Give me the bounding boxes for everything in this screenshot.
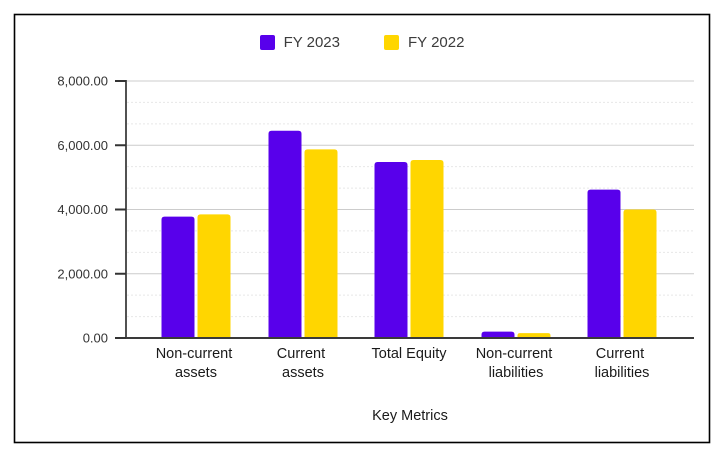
legend-item-fy-2023: FY 2023 bbox=[259, 34, 340, 51]
y-axis-labels: 0.00 2,000.00 4,000.00 6,000.00 8,000.00 bbox=[57, 74, 108, 346]
bar-fy-2023-current-assets bbox=[268, 130, 302, 338]
bar-fy-2023-total-equity bbox=[374, 161, 408, 338]
y-tick-label-0: 0.00 bbox=[83, 331, 108, 346]
y-tick-label-4000: 4,000.00 bbox=[57, 202, 108, 217]
bar-fy-2022-total-equity bbox=[410, 160, 444, 338]
chart-legend: FY 2023 FY 2022 bbox=[0, 35, 724, 50]
x-axis-title: Key Metrics bbox=[372, 408, 448, 424]
category-label-current-assets: Current assets bbox=[277, 346, 329, 381]
category-label-total-equity: Total Equity bbox=[372, 346, 448, 362]
y-tick-label-6000: 6,000.00 bbox=[57, 138, 108, 153]
legend-item-fy-2022: FY 2022 bbox=[384, 35, 464, 50]
legend-swatch-fy-2022 bbox=[384, 35, 399, 50]
category-label-non-current-assets: Non-current assets bbox=[156, 346, 237, 381]
legend-swatch-fy-2023 bbox=[259, 35, 275, 50]
legend-label-fy-2023: FY 2023 bbox=[283, 34, 340, 51]
bar-fy-2023-current-liabilities bbox=[587, 189, 621, 338]
chart-frame-border bbox=[13, 13, 711, 444]
axes bbox=[115, 80, 694, 339]
bar-fy-2023-non-current-liabilities bbox=[481, 331, 515, 338]
bars bbox=[161, 130, 657, 338]
bar-fy-2022-non-current-liabilities bbox=[517, 333, 551, 338]
bar-fy-2023-non-current-assets bbox=[161, 216, 195, 338]
x-axis-category-labels: Non-current assets Current assets Total … bbox=[156, 346, 650, 381]
bar-fy-2022-non-current-assets bbox=[197, 214, 231, 338]
y-tick-label-8000: 8,000.00 bbox=[57, 74, 108, 89]
legend-label-fy-2022: FY 2022 bbox=[408, 34, 465, 51]
bar-fy-2022-current-liabilities bbox=[623, 209, 657, 338]
category-label-non-current-liabilities: Non-current liabilities bbox=[476, 346, 557, 381]
bar-fy-2022-current-assets bbox=[304, 149, 338, 338]
category-label-current-liabilities: Current liabilities bbox=[595, 346, 650, 381]
y-tick-label-2000: 2,000.00 bbox=[57, 266, 108, 281]
